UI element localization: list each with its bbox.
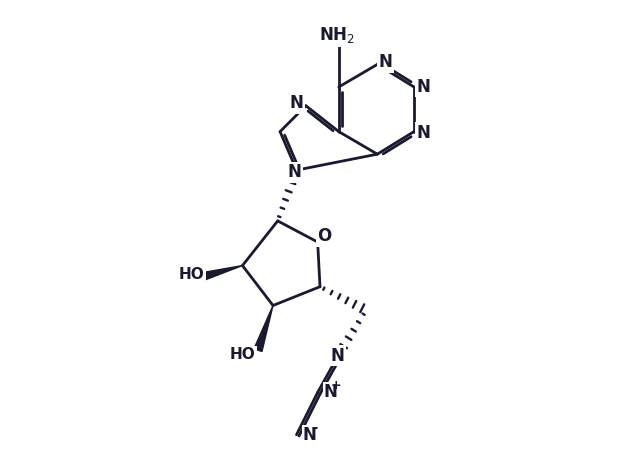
Text: HO: HO bbox=[179, 267, 205, 282]
Text: N: N bbox=[330, 347, 344, 365]
Text: N: N bbox=[303, 426, 317, 444]
Text: HO: HO bbox=[230, 347, 255, 362]
Text: +: + bbox=[330, 379, 341, 392]
Text: N: N bbox=[379, 53, 393, 71]
Text: N: N bbox=[417, 124, 430, 141]
Text: N: N bbox=[287, 164, 301, 181]
Text: N: N bbox=[417, 78, 430, 96]
Text: NH$_2$: NH$_2$ bbox=[319, 25, 355, 45]
Text: N: N bbox=[289, 94, 303, 112]
Text: O: O bbox=[317, 227, 332, 245]
Polygon shape bbox=[254, 306, 273, 352]
Polygon shape bbox=[199, 266, 243, 282]
Text: N: N bbox=[324, 384, 338, 401]
Text: -: - bbox=[311, 420, 317, 435]
